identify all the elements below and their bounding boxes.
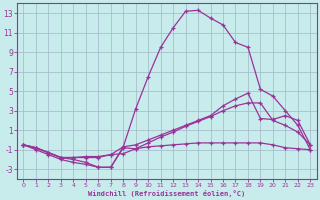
X-axis label: Windchill (Refroidissement éolien,°C): Windchill (Refroidissement éolien,°C) (88, 190, 245, 197)
